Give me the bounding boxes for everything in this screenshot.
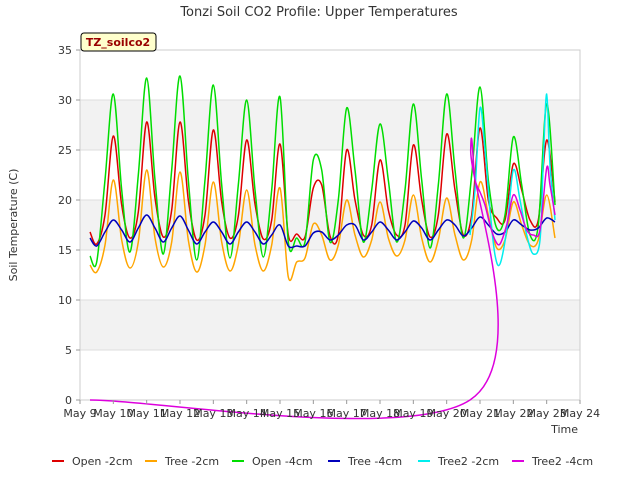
y-tick-label: 20 — [58, 194, 72, 207]
legend-label: Open -4cm — [252, 455, 313, 468]
y-tick-label: 30 — [58, 94, 72, 107]
x-tick-label: May 22 — [493, 407, 533, 420]
x-tick-label: May 23 — [527, 407, 567, 420]
series-lines — [89, 75, 556, 420]
legend-item-tree-4cm: Tree -4cm — [328, 455, 402, 468]
plot-frame — [79, 49, 581, 401]
y-axis-label: Soil Temperature (C) — [7, 169, 20, 282]
x-axis-label: Time — [550, 423, 578, 436]
legend-label: Tree2 -4cm — [531, 455, 593, 468]
x-tick-label: May 19 — [393, 407, 433, 420]
y-tick-label: 0 — [65, 394, 72, 407]
legend-label: Tree -4cm — [347, 455, 402, 468]
series-line-tree2-4cm — [89, 137, 556, 420]
x-tick-label: May 13 — [193, 407, 233, 420]
x-tick-label: May 10 — [93, 407, 133, 420]
series-line-tree2-2cm — [469, 93, 556, 267]
site-badge: TZ_soilco2 — [80, 32, 157, 52]
y-tick-label: 5 — [65, 344, 72, 357]
y-tick-label: 15 — [58, 244, 72, 257]
y-tick-label: 35 — [58, 44, 72, 57]
y-axis-ticks: 0 5 10 15 20 25 30 35 — [58, 44, 80, 407]
x-tick-label: May 11 — [127, 407, 167, 420]
legend-item-open-4cm: Open -4cm — [232, 455, 313, 468]
legend-label: Tree2 -2cm — [437, 455, 499, 468]
x-tick-label: May 12 — [160, 407, 200, 420]
series-line-tree-4cm — [89, 214, 556, 249]
x-tick-label: May 15 — [260, 407, 300, 420]
legend-label: Open -2cm — [72, 455, 133, 468]
grid-band — [80, 300, 580, 350]
legend-item-open-2cm: Open -2cm — [52, 455, 133, 468]
y-tick-label: 10 — [58, 294, 72, 307]
legend-item-tree2-4cm: Tree2 -4cm — [512, 455, 593, 468]
grid-bands — [80, 100, 580, 350]
x-tick-label: May 21 — [460, 407, 500, 420]
legend-label: Tree -2cm — [164, 455, 219, 468]
x-tick-label: May 16 — [293, 407, 333, 420]
site-badge-label: TZ_soilco2 — [86, 36, 150, 49]
series-line-tree-2cm — [89, 169, 556, 282]
x-tick-label: May 17 — [327, 407, 367, 420]
site-badge-box — [80, 32, 157, 52]
x-tick-label: May 20 — [427, 407, 467, 420]
x-tick-label: May 24 — [560, 407, 600, 420]
chart-title: Tonzi Soil CO2 Profile: Upper Temperatur… — [179, 5, 458, 20]
legend-item-tree-2cm: Tree -2cm — [145, 455, 219, 468]
y-tick-label: 25 — [58, 144, 72, 157]
legend: Open -2cm Tree -2cm Open -4cm Tree -4cm Tree… — [52, 455, 593, 468]
x-tick-label: May 14 — [227, 407, 267, 420]
x-tick-label: May 9 — [63, 407, 96, 420]
legend-item-tree2-2cm: Tree2 -2cm — [418, 455, 499, 468]
x-tick-label: May 18 — [360, 407, 400, 420]
grid-band — [80, 100, 580, 150]
series-line-open-4cm — [89, 75, 556, 268]
